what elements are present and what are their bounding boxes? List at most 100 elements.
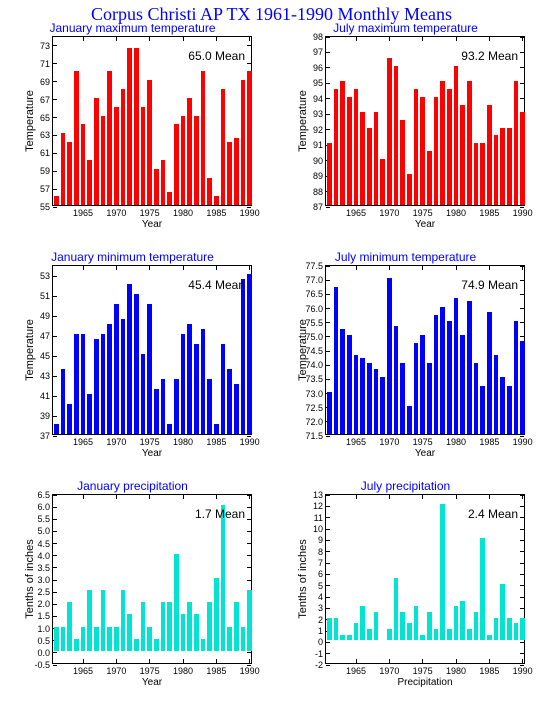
bar — [474, 143, 479, 205]
bar — [127, 48, 132, 205]
chart-panel: July minimum temperature74.9 Mean71.572.… — [283, 253, 528, 463]
y-tick-label: 96 — [313, 63, 326, 73]
y-tick-label: 5 — [318, 581, 326, 591]
bar — [340, 329, 345, 434]
bar — [440, 81, 445, 205]
bar — [201, 329, 206, 434]
bar — [214, 578, 219, 651]
y-tick-label: 2 — [318, 615, 326, 625]
plot-area: 1.7 Mean-0.50.00.51.01.52.02.53.03.54.04… — [52, 494, 252, 664]
chart-panel: January maximum temperature65.0 Mean5557… — [10, 24, 255, 234]
plot-area: 65.0 Mean5557596163656769717319651970197… — [52, 36, 252, 206]
y-tick-label: -1 — [315, 649, 326, 659]
bar — [374, 612, 379, 640]
bar — [67, 602, 72, 651]
bar — [74, 334, 79, 434]
bar — [427, 363, 432, 434]
y-tick-label: 12 — [313, 501, 326, 511]
bar — [61, 133, 66, 205]
bar — [207, 379, 212, 434]
y-tick-label: -2 — [315, 660, 326, 670]
bar — [467, 629, 472, 640]
x-tick-label: 1970 — [106, 205, 126, 218]
bar — [247, 590, 252, 651]
x-tick-label: 1975 — [413, 434, 433, 447]
bar — [480, 538, 485, 640]
bar — [520, 112, 525, 205]
y-tick-label: 65 — [40, 113, 53, 123]
bar — [367, 629, 372, 640]
y-tick-label: 4 — [318, 592, 326, 602]
bar — [167, 602, 172, 651]
bar — [247, 71, 252, 205]
bar — [494, 135, 499, 205]
bar — [367, 363, 372, 434]
bar — [354, 89, 359, 205]
bar — [101, 334, 106, 434]
x-axis-label: Precipitation — [325, 677, 525, 688]
y-tick-label: 57 — [40, 184, 53, 194]
bar — [514, 623, 519, 640]
bar — [207, 178, 212, 205]
x-tick-label: 1965 — [73, 663, 93, 676]
bar — [400, 120, 405, 205]
bar — [494, 355, 499, 434]
y-tick-label: 77.0 — [305, 275, 326, 285]
bar — [54, 424, 59, 434]
y-tick-label: 45 — [40, 351, 53, 361]
bar — [347, 635, 352, 641]
bar — [434, 97, 439, 205]
bar — [354, 623, 359, 640]
x-tick-label: 1985 — [206, 663, 226, 676]
bar — [127, 614, 132, 650]
bar — [241, 627, 246, 651]
bar — [327, 392, 332, 435]
y-tick-label: 13 — [313, 490, 326, 500]
mean-label: 2.4 Mean — [468, 507, 518, 521]
bar — [367, 128, 372, 205]
x-tick-label: 1965 — [346, 434, 366, 447]
bar — [94, 627, 99, 651]
bar — [141, 107, 146, 205]
x-tick-label: 1965 — [346, 663, 366, 676]
y-tick-label: 90 — [313, 156, 326, 166]
mean-label: 1.7 Mean — [195, 507, 245, 521]
mean-label: 45.4 Mean — [188, 278, 245, 292]
bar — [181, 116, 186, 205]
bar — [434, 629, 439, 640]
bar — [121, 590, 126, 651]
bar — [147, 627, 152, 651]
y-tick-label: 98 — [313, 32, 326, 42]
bar — [334, 89, 339, 205]
bar — [154, 639, 159, 651]
bar — [101, 116, 106, 205]
bar — [347, 97, 352, 205]
x-tick-label: 1965 — [73, 205, 93, 218]
bar — [181, 334, 186, 434]
bar — [167, 424, 172, 434]
y-tick-label: 0.0 — [37, 648, 53, 658]
bar — [194, 344, 199, 434]
bar — [487, 635, 492, 641]
bar — [427, 151, 432, 205]
bar — [374, 369, 379, 434]
y-tick-label: 51 — [40, 291, 53, 301]
mean-label: 65.0 Mean — [188, 49, 245, 63]
y-tick-label: 47 — [40, 331, 53, 341]
y-tick-label: 0.5 — [37, 636, 53, 646]
x-tick-label: 1980 — [446, 205, 466, 218]
y-tick-label: 3.0 — [37, 575, 53, 585]
x-tick-label: 1990 — [240, 434, 260, 447]
bar — [54, 196, 59, 205]
y-tick-label: 6.5 — [37, 490, 53, 500]
x-tick-label: 1990 — [240, 205, 260, 218]
bar — [67, 404, 72, 434]
bar — [141, 602, 146, 651]
chart-panel: January precipitation1.7 Mean-0.50.00.51… — [10, 482, 255, 692]
bar — [447, 89, 452, 205]
bar — [87, 394, 92, 434]
bar — [54, 627, 59, 651]
bar — [94, 339, 99, 434]
y-axis-label: Temperature — [24, 71, 36, 171]
chart-title: January maximum temperature — [10, 21, 255, 35]
